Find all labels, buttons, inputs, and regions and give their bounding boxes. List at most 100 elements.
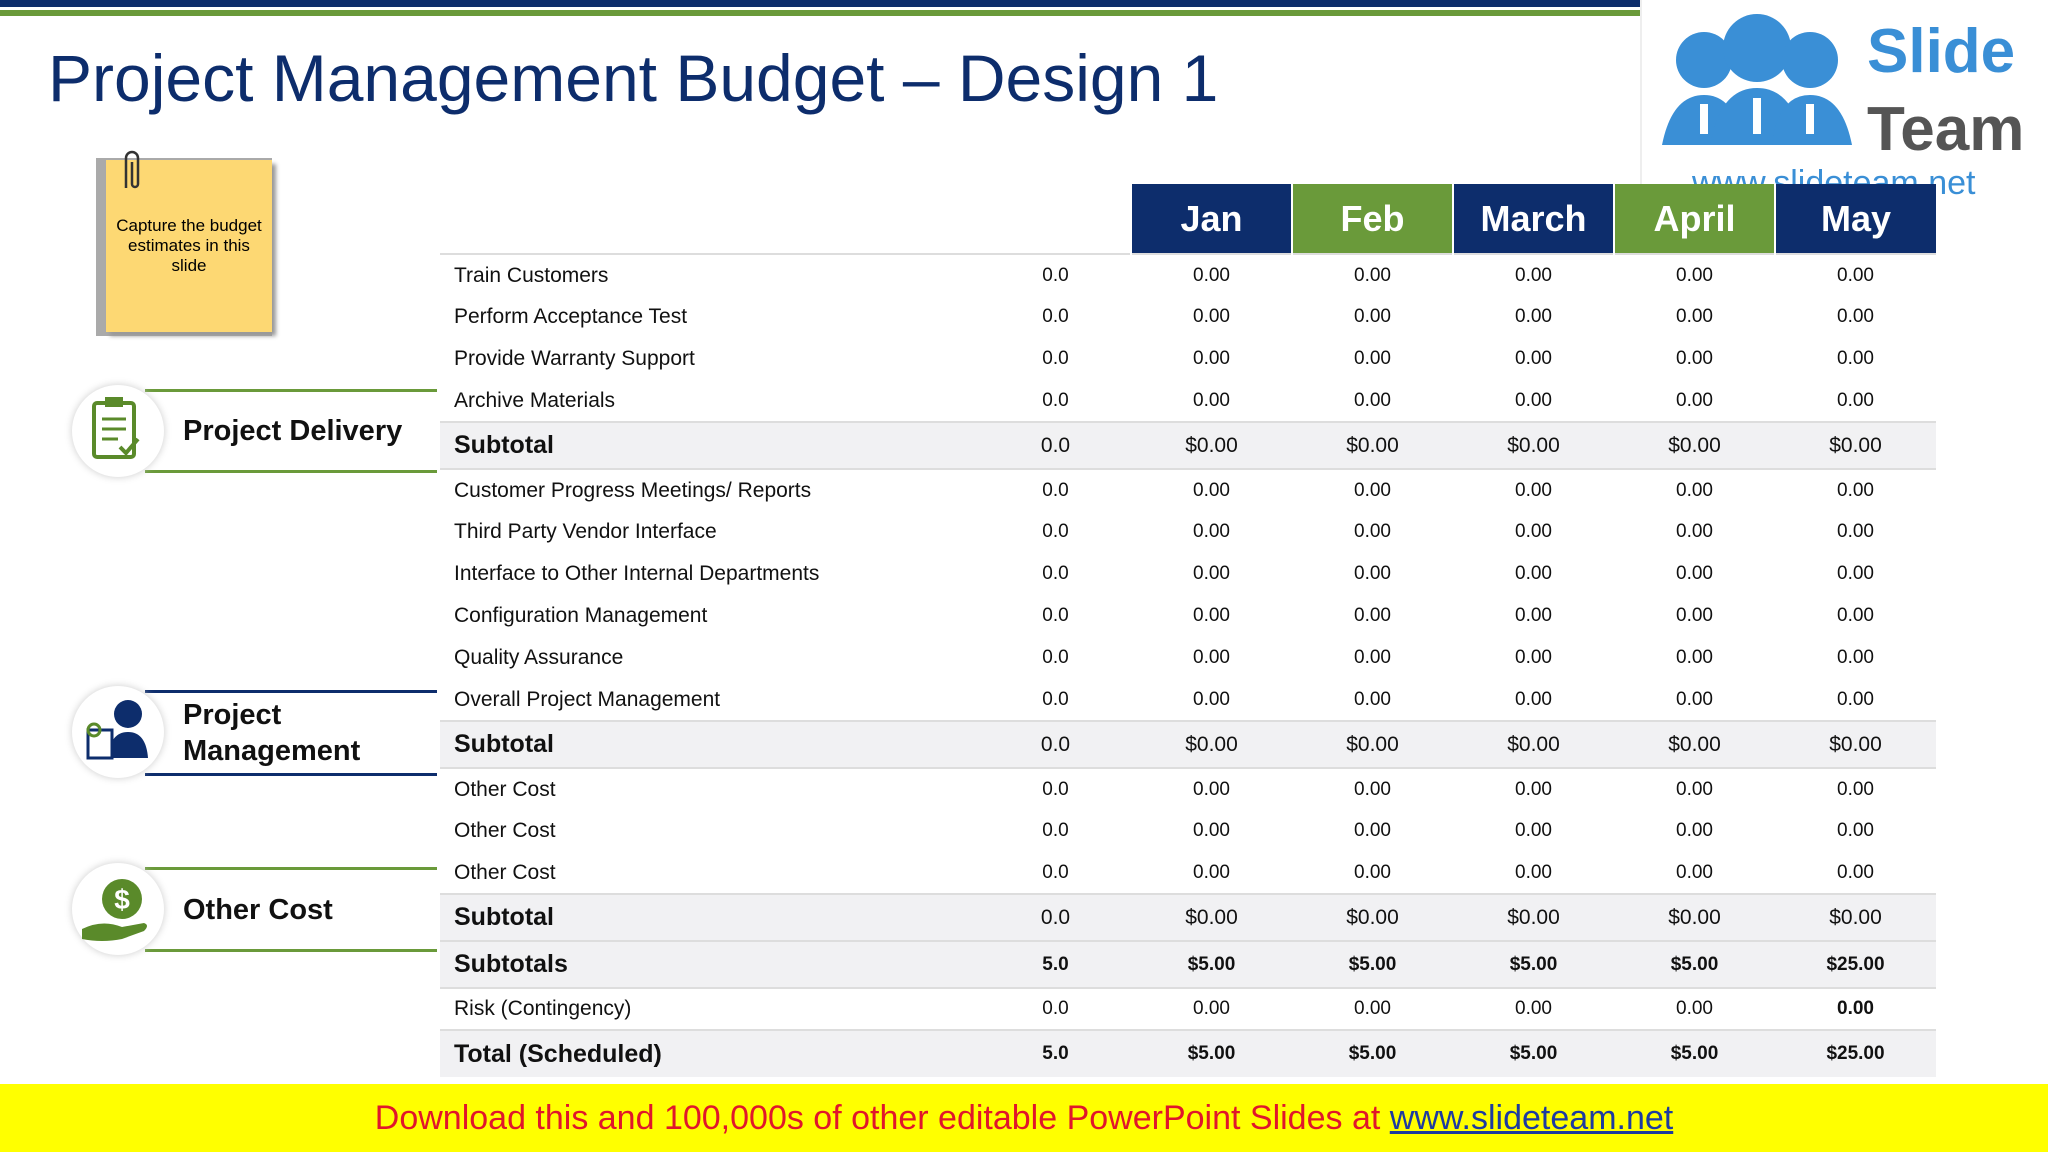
logo-icon: Slide Team www.slideteam.net — [1662, 14, 2024, 202]
cell: 0.00 — [1354, 348, 1391, 369]
cell: 0.00 — [1676, 688, 1713, 710]
cell: 0.00 — [1515, 264, 1552, 286]
cell: $5.00 — [1509, 1043, 1558, 1064]
cell: 0.00 — [1515, 521, 1552, 542]
row-label: Quality Assurance — [454, 646, 624, 669]
row-label: Total (Scheduled) — [454, 1039, 662, 1068]
cell: 0.00 — [1837, 820, 1874, 841]
row-label: Third Party Vendor Interface — [454, 520, 717, 543]
table-row: Quality Assurance 0.0 0.00 0.00 0.00 0.00 0.00 — [440, 637, 1936, 679]
row-label: Subtotal — [454, 431, 554, 459]
cell: 0.0 — [1040, 433, 1071, 457]
row-label: Other Cost — [454, 860, 556, 884]
section-label: Other Cost — [145, 867, 437, 952]
banner-link[interactable]: www.slideteam.net — [1389, 1098, 1674, 1137]
cell: $0.00 — [1829, 433, 1882, 457]
cell: 0.00 — [1515, 605, 1552, 626]
row-label: Other Cost — [454, 777, 556, 801]
cell: 0.0 — [1042, 861, 1069, 883]
table-row: Total (Scheduled) 5.0 $5.00 $5.00 $5.00 $5.00… — [440, 1030, 1936, 1077]
cell: 0.00 — [1354, 264, 1391, 286]
cell: 0.0 — [1040, 732, 1071, 756]
cell: $0.00 — [1668, 433, 1721, 457]
table-row: Perform Acceptance Test 0.0 0.00 0.00 0.00 0.… — [440, 296, 1936, 338]
cell: 0.00 — [1515, 479, 1552, 501]
cell: 0.00 — [1193, 389, 1230, 411]
cell: 0.00 — [1837, 389, 1874, 411]
cell: 0.00 — [1193, 264, 1230, 286]
cell: 0.00 — [1837, 521, 1874, 542]
table-row: Other Cost 0.0 0.00 0.00 0.00 0.00 0.00 — [440, 852, 1936, 894]
cell: 0.00 — [1193, 605, 1230, 626]
table-row: Third Party Vendor Interface 0.0 0.00 0.00 0… — [440, 511, 1936, 553]
cell: $0.00 — [1185, 433, 1238, 457]
cell: 0.00 — [1354, 306, 1391, 327]
column-header: Jan — [1130, 184, 1292, 254]
cell: $0.00 — [1829, 905, 1882, 929]
cell: 0.00 — [1676, 521, 1713, 542]
section-icon — [72, 686, 164, 778]
cell: 0.00 — [1676, 861, 1713, 883]
sticky-note: Capture the budget estimates in this sli… — [106, 160, 272, 332]
cell: 0.00 — [1193, 348, 1230, 369]
table-row: Other Cost 0.0 0.00 0.00 0.00 0.00 0.00 — [440, 810, 1936, 852]
svg-text:$: $ — [114, 884, 130, 915]
cell: 0.00 — [1837, 861, 1874, 883]
cell: 0.00 — [1837, 563, 1874, 584]
table-row: Archive Materials 0.0 0.00 0.00 0.00 0.00 0.00 — [440, 380, 1936, 422]
cell: 0.00 — [1354, 479, 1391, 501]
row-label: Provide Warranty Support — [454, 347, 695, 370]
cell: $25.00 — [1826, 953, 1885, 975]
section-label: Project Delivery — [145, 389, 437, 473]
cell: 0.0 — [1042, 688, 1069, 710]
table-row: Customer Progress Meetings/ Reports 0.0 0.… — [440, 469, 1936, 511]
cell: 0.00 — [1354, 605, 1391, 626]
table-row: Overall Project Management 0.0 0.00 0.00 0.0… — [440, 679, 1936, 721]
cell: 0.00 — [1515, 778, 1552, 800]
cell: $5.00 — [1348, 953, 1397, 975]
cell: 0.00 — [1193, 479, 1230, 501]
cell: 0.00 — [1515, 306, 1552, 327]
top-bar — [0, 0, 1640, 7]
cell: 0.00 — [1676, 647, 1713, 668]
cell: $0.00 — [1507, 433, 1560, 457]
row-label: Customer Progress Meetings/ Reports — [454, 478, 812, 502]
cell: 0.0 — [1042, 521, 1069, 542]
column-header: April — [1613, 184, 1775, 254]
cell: 0.00 — [1193, 521, 1230, 542]
cell: $5.00 — [1670, 1043, 1719, 1064]
cell: 0.00 — [1193, 688, 1230, 710]
cell: 0.0 — [1042, 647, 1069, 668]
cell: 0.00 — [1837, 778, 1874, 800]
cell: $0.00 — [1829, 732, 1882, 756]
table-row: Provide Warranty Support 0.0 0.00 0.00 0.00 0… — [440, 338, 1936, 380]
cell: 0.00 — [1676, 820, 1713, 841]
cell: 0.00 — [1837, 264, 1874, 286]
cell: 0.00 — [1354, 521, 1391, 542]
column-header: May — [1774, 184, 1936, 254]
paperclip — [124, 150, 140, 189]
table-row: Interface to Other Internal Departments 0… — [440, 553, 1936, 595]
cell: 0.00 — [1354, 778, 1391, 800]
row-label: Other Cost — [454, 819, 556, 842]
cell: 0.00 — [1515, 861, 1552, 883]
cell: $0.00 — [1507, 905, 1560, 929]
cell: 0.00 — [1354, 647, 1391, 668]
table-row: Other Cost 0.0 0.00 0.00 0.00 0.00 0.00 — [440, 768, 1936, 810]
table-row: Subtotal 0.0 $0.00 $0.00 $0.00 $0.00 $0.00 — [440, 894, 1936, 941]
cell: 0.00 — [1837, 688, 1874, 710]
table-row: Subtotals 5.0 $5.00 $5.00 $5.00 $5.00 $25.00 — [440, 941, 1936, 988]
cell: $0.00 — [1185, 905, 1238, 929]
banner: Download this and 100,000s of other edit… — [0, 1084, 2048, 1152]
cell: 0.0 — [1042, 264, 1069, 286]
row-label: Train Customers — [454, 263, 609, 287]
cell: 0.00 — [1837, 348, 1874, 369]
cell: 0.00 — [1676, 306, 1713, 327]
cell: 0.00 — [1193, 998, 1230, 1019]
cell: 0.00 — [1515, 563, 1552, 584]
cell: $0.00 — [1346, 905, 1399, 929]
cell: 0.00 — [1676, 998, 1713, 1019]
cell: 0.00 — [1837, 647, 1874, 668]
row-label: Archive Materials — [454, 388, 616, 412]
section-label: Project Management — [145, 690, 437, 776]
